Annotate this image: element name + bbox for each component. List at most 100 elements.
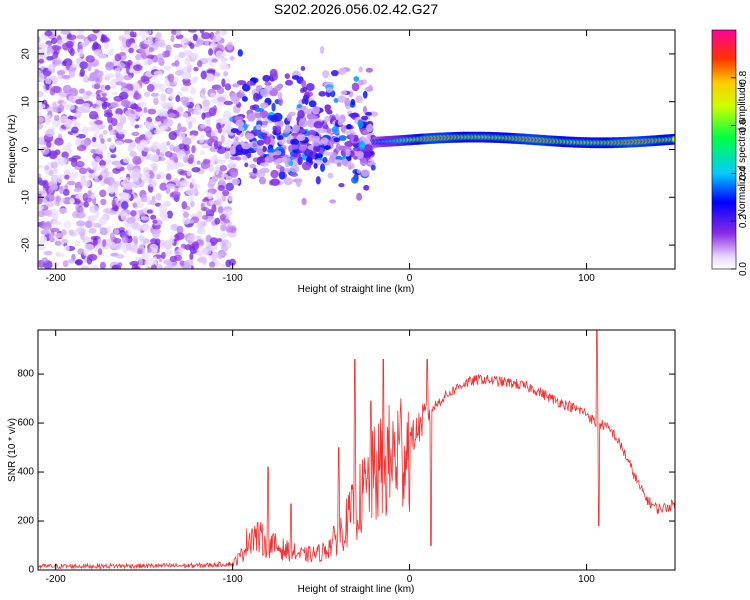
heatmap-cell [75, 220, 86, 227]
heatmap-cell [314, 153, 324, 159]
heatmap-cell [122, 156, 131, 164]
heatmap-cell [324, 115, 330, 123]
y-tick-label: 400 [17, 467, 34, 478]
heatmap-cell [161, 251, 166, 260]
heatmap-cell [118, 91, 129, 100]
heatmap-cell [205, 241, 212, 247]
heatmap-cell [38, 205, 45, 210]
heatmap-cell [52, 213, 59, 222]
heatmap-cell [168, 250, 173, 255]
heatmap-cell [221, 232, 228, 238]
heatmap-cell [62, 188, 70, 196]
heatmap-cell [174, 55, 181, 61]
heatmap-cell [201, 247, 212, 256]
heatmap-cell [196, 39, 204, 45]
heatmap-cell [94, 120, 103, 125]
heatmap-cell [38, 244, 46, 250]
heatmap-cell [104, 76, 111, 81]
heatmap-cell [94, 210, 100, 218]
heatmap-cell [99, 189, 107, 198]
heatmap-cell [183, 144, 190, 151]
heatmap-cell [62, 260, 69, 268]
heatmap-cell [53, 233, 64, 238]
heatmap-cell [225, 182, 234, 191]
heatmap-cell [122, 34, 131, 39]
heatmap-cell [297, 156, 303, 166]
heatmap-cell [189, 233, 196, 242]
heatmap-cell [150, 214, 157, 220]
heatmap-cell [119, 176, 124, 182]
y-tick-label: 20 [21, 48, 32, 60]
heatmap-cell [54, 114, 60, 122]
heatmap-cell [143, 39, 154, 45]
heatmap-cell [179, 96, 190, 103]
heatmap-cell [166, 141, 171, 146]
heatmap-cell [252, 142, 257, 148]
heatmap-cell [46, 48, 51, 56]
heatmap-cell [358, 140, 366, 150]
heatmap-cell [220, 57, 226, 63]
heatmap-cell [113, 113, 122, 120]
heatmap-cell [158, 257, 163, 263]
heatmap-cell [357, 119, 364, 129]
heatmap-cell [83, 201, 90, 208]
heatmap-cell [64, 174, 70, 180]
heatmap-cell [221, 117, 228, 124]
heatmap-cell [153, 97, 159, 106]
heatmap-cell [138, 47, 144, 53]
heatmap-cell [79, 48, 84, 54]
heatmap-cell [100, 198, 107, 206]
heatmap-cell [38, 90, 44, 97]
heatmap-cell [176, 225, 184, 235]
heatmap-cell [200, 160, 211, 170]
heatmap-cell [48, 232, 54, 242]
heatmap-cell [217, 126, 223, 134]
heatmap-cell [227, 193, 233, 202]
heatmap-cell [159, 209, 167, 218]
heatmap-cell [186, 170, 193, 176]
heatmap-cell [152, 230, 160, 238]
heatmap-cell [108, 185, 115, 195]
colorbar-label: Normalized spectral amplitude [737, 81, 748, 216]
heatmap-cell [274, 85, 282, 92]
heatmap-cell [127, 90, 135, 97]
heatmap-cell [348, 112, 359, 118]
heatmap-cell [47, 63, 54, 72]
heatmap-cell [223, 209, 233, 217]
heatmap-cell [136, 249, 143, 255]
heatmap-cell [88, 172, 94, 179]
heatmap-cell [120, 181, 126, 186]
heatmap-cell [264, 85, 273, 92]
heatmap-cell [220, 263, 226, 268]
heatmap-cell [292, 152, 302, 158]
heatmap-cell [145, 130, 152, 138]
heatmap-cell [132, 202, 138, 208]
heatmap-cell [42, 179, 49, 189]
spectrogram-y-ticks: -20 -10 0 10 20 [21, 48, 675, 252]
heatmap-cell [165, 248, 172, 257]
heatmap-cell [189, 42, 195, 49]
heatmap-cell [188, 153, 195, 161]
heatmap-cell [254, 107, 265, 112]
heatmap-cell [213, 140, 219, 150]
heatmap-cell [189, 252, 194, 260]
heatmap-cell [228, 158, 234, 167]
heatmap-cell [128, 47, 134, 54]
heatmap-cell [232, 83, 240, 88]
heatmap-cell [216, 238, 223, 243]
heatmap-cell [76, 144, 87, 152]
heatmap-cell [43, 250, 53, 256]
heatmap-cell [265, 155, 274, 164]
heatmap-cell [138, 30, 148, 38]
heatmap-cell [155, 193, 162, 201]
heatmap-cell [180, 126, 187, 133]
heatmap-cell [38, 123, 44, 130]
heatmap-cell [155, 262, 160, 267]
heatmap-cell [115, 81, 124, 86]
heatmap-cell [87, 77, 96, 82]
heatmap-cell [256, 157, 265, 163]
heatmap-cell [137, 224, 143, 232]
heatmap-cell [83, 243, 94, 252]
heatmap-cell [296, 134, 306, 142]
